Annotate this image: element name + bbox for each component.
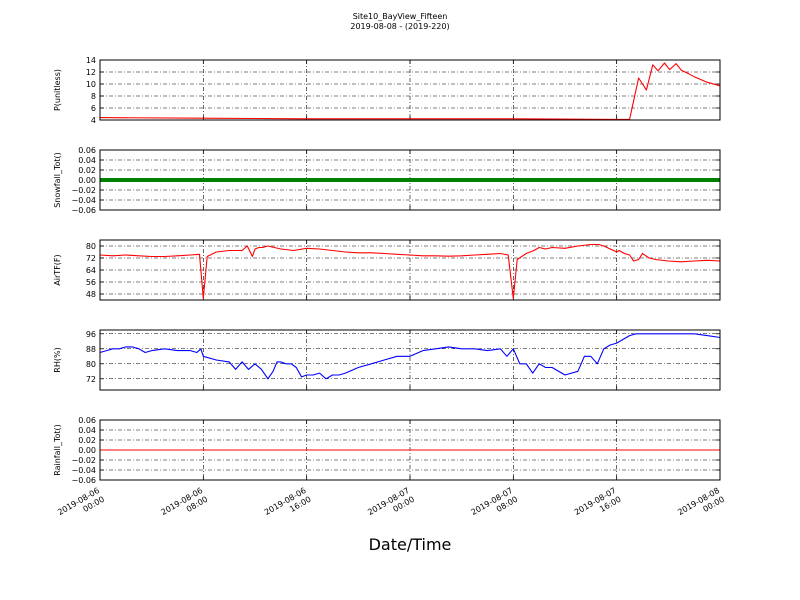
plot-frame xyxy=(99,329,721,391)
y-axis-label: RH(%) xyxy=(53,347,62,372)
y-axis-label: AirTF(F) xyxy=(53,254,62,285)
y-tick-label: 0.06 xyxy=(78,146,96,155)
plot-frame xyxy=(99,419,721,481)
plot-frame xyxy=(99,149,721,211)
y-tick-label: 10 xyxy=(86,80,96,89)
y-axis-label: P(unitless) xyxy=(53,69,62,111)
y-tick-label: 88 xyxy=(86,345,96,354)
y-tick-label: 72 xyxy=(86,254,96,263)
x-tick-label: 2019-08-0716:00 xyxy=(573,486,623,526)
y-tick-label: 0.00 xyxy=(78,176,96,185)
y-tick-label: −0.02 xyxy=(71,456,96,465)
x-tick-label: 2019-08-0616:00 xyxy=(263,486,313,526)
y-axis-label: Snowfall_Tot() xyxy=(53,152,62,208)
y-tick-label: −0.06 xyxy=(71,206,96,215)
y-tick-label: 4 xyxy=(91,116,96,125)
plot-frame xyxy=(99,239,721,301)
y-tick-label: −0.04 xyxy=(71,196,96,205)
y-tick-label: 80 xyxy=(86,242,96,251)
y-tick-label: −0.06 xyxy=(71,476,96,485)
y-tick-label: 0.02 xyxy=(78,436,96,445)
x-tick-label: 2019-08-0708:00 xyxy=(470,486,520,526)
y-tick-label: 6 xyxy=(91,104,96,113)
y-tick-label: 0.04 xyxy=(78,156,96,165)
y-tick-label: 0.00 xyxy=(78,446,96,455)
x-tick-label: 2019-08-0600:00 xyxy=(56,486,106,526)
x-tick-label: 2019-08-0608:00 xyxy=(160,486,210,526)
y-axis-label: Rainfall_Tot() xyxy=(53,424,62,476)
x-tick-label: 2019-08-0800:00 xyxy=(676,486,726,526)
x-axis-label: Date/Time xyxy=(368,535,452,554)
series-line xyxy=(99,243,721,300)
y-tick-label: 80 xyxy=(86,360,96,369)
series-line xyxy=(99,62,721,120)
y-tick-label: 0.04 xyxy=(78,426,96,435)
y-tick-label: 56 xyxy=(86,278,96,287)
y-tick-label: −0.04 xyxy=(71,466,96,475)
x-tick-label: 2019-08-0700:00 xyxy=(366,486,416,526)
y-tick-label: 14 xyxy=(86,56,96,65)
y-tick-label: 0.02 xyxy=(78,166,96,175)
y-tick-label: 12 xyxy=(86,68,96,77)
chart-title: Site10_BayView_Fifteen xyxy=(352,12,448,21)
series-line xyxy=(99,333,721,380)
plot-frame xyxy=(99,59,721,121)
y-tick-label: 96 xyxy=(86,330,96,339)
y-tick-label: 72 xyxy=(86,375,96,384)
y-tick-label: 64 xyxy=(86,266,96,275)
y-tick-label: 48 xyxy=(86,290,96,299)
chart-subtitle: 2019-08-08 - (2019-220) xyxy=(350,22,450,31)
y-tick-label: −0.02 xyxy=(71,186,96,195)
y-tick-label: 0.06 xyxy=(78,416,96,425)
y-tick-label: 8 xyxy=(91,92,96,101)
